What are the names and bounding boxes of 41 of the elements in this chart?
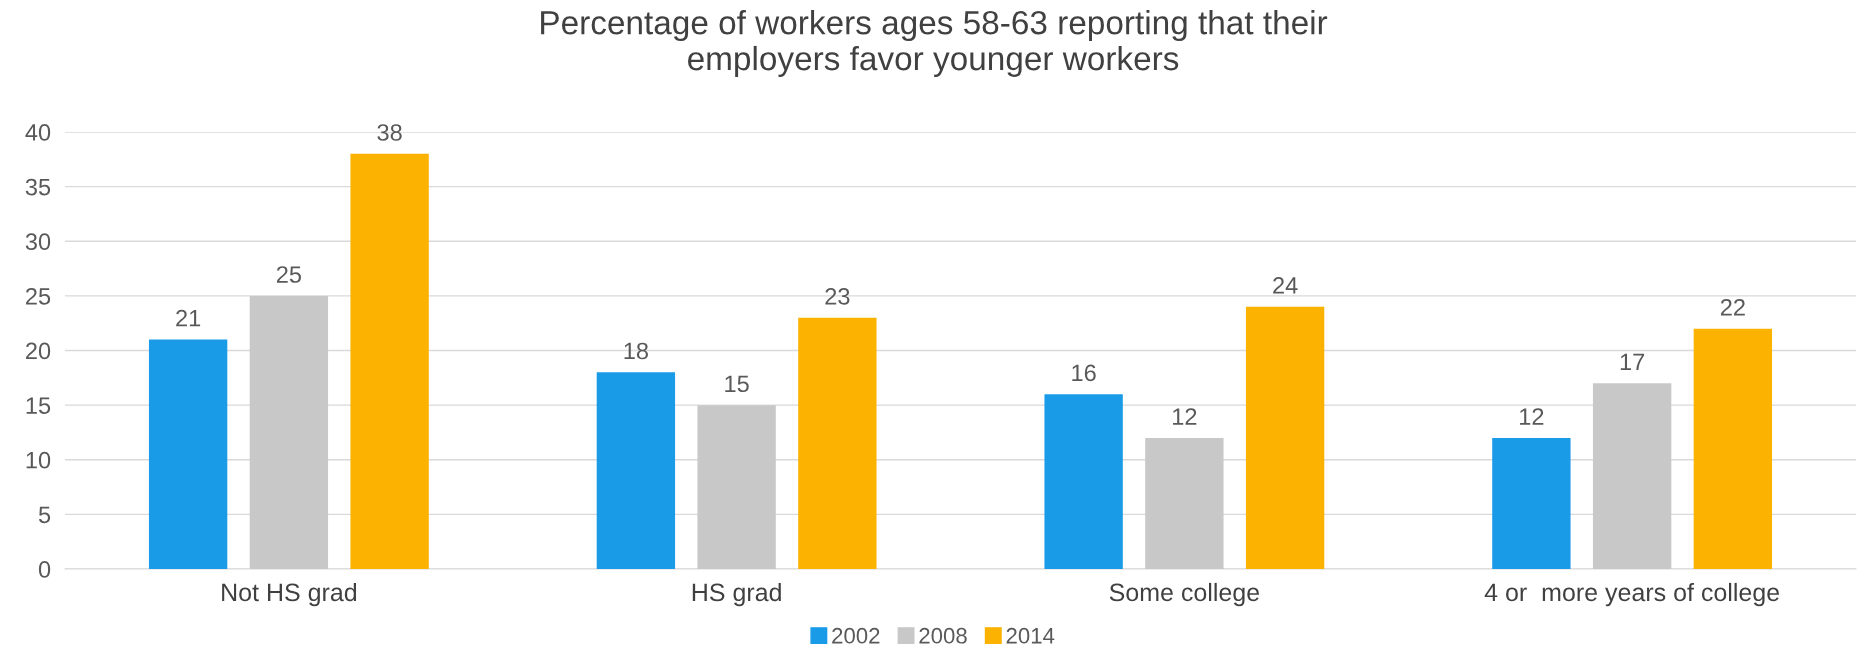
- y-tick-label: 25: [26, 287, 51, 305]
- data-label: 25: [276, 266, 302, 283]
- data-label: 38: [377, 124, 402, 141]
- y-tick-label: 10: [26, 451, 51, 469]
- data-label: 16: [1072, 364, 1096, 382]
- data-label: 24: [1273, 277, 1298, 294]
- y-tick-label: 30: [25, 233, 51, 251]
- bar: [249, 295, 329, 569]
- bar: [798, 317, 877, 569]
- bar: [1693, 328, 1773, 569]
- y-tick-label: 35: [25, 178, 51, 196]
- bar: [596, 372, 676, 569]
- bar: [1492, 437, 1571, 569]
- bar: [1592, 383, 1672, 569]
- x-tick-label: Not HS grad: [222, 582, 357, 607]
- y-tick-label: 40: [25, 124, 51, 141]
- bar: [697, 405, 776, 569]
- legend-label: 2002: [832, 627, 880, 644]
- bar: [1044, 394, 1123, 569]
- y-tick-label: 0: [38, 561, 51, 578]
- x-tick-label: 4 or more years of college: [1484, 582, 1780, 607]
- data-label: 12: [1520, 408, 1544, 425]
- bar: [350, 153, 429, 569]
- legend-label: 2014: [1006, 627, 1055, 644]
- data-label: 15: [725, 375, 749, 393]
- legend-label: 2008: [919, 627, 967, 644]
- bar: [1245, 306, 1325, 569]
- y-tick-label: 20: [26, 342, 51, 360]
- chart-title: Percentage of workers ages 58-63 reporting that their employers favor younger workers: [541, 10, 1328, 77]
- data-label: 23: [825, 288, 850, 305]
- bar: [148, 339, 228, 569]
- bar: [1145, 437, 1224, 569]
- data-label: 17: [1620, 353, 1645, 371]
- y-tick-label: 15: [26, 397, 51, 414]
- y-tick-label: 5: [38, 506, 51, 524]
- x-tick-label: Some college: [1109, 582, 1260, 607]
- data-label: 18: [624, 342, 648, 360]
- data-label: 12: [1173, 408, 1197, 425]
- data-label: 21: [176, 309, 201, 327]
- x-tick-label: HS grad: [692, 582, 781, 607]
- data-label: 22: [1720, 298, 1745, 316]
